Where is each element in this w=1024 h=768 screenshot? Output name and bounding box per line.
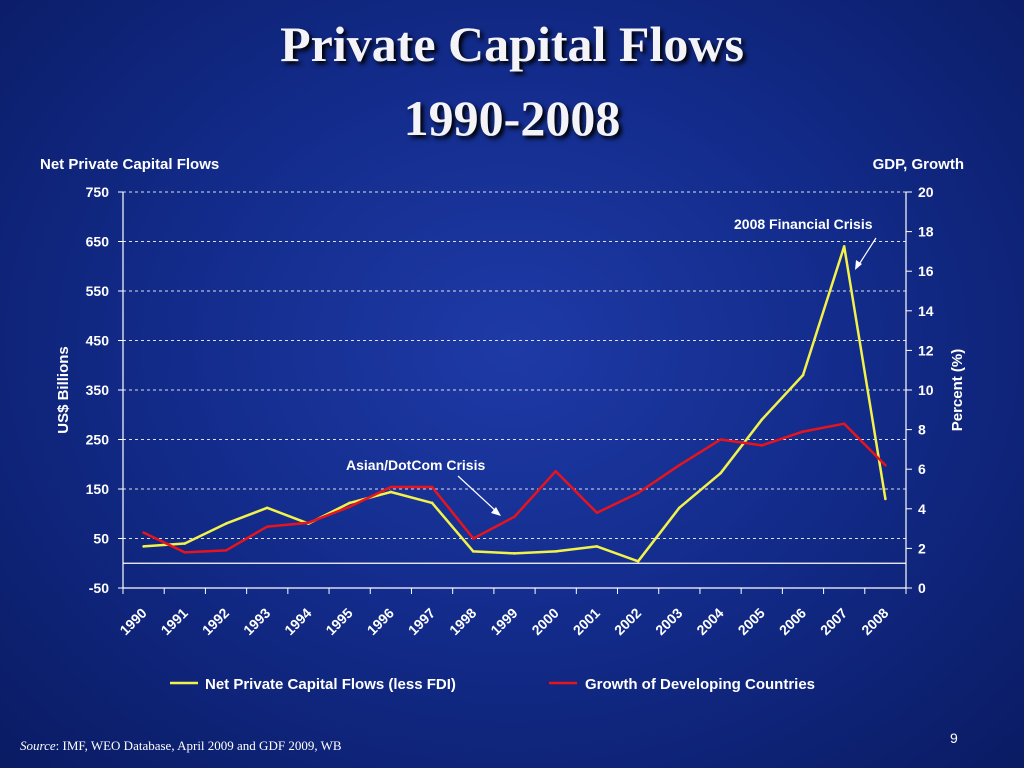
- y-tick-label: 650: [86, 234, 110, 250]
- point-growth: [265, 525, 269, 528]
- point-growth: [142, 531, 145, 534]
- y2-axis-label: Percent (%): [949, 349, 966, 432]
- left-axis-title: Net Private Capital Flows: [40, 156, 220, 173]
- y-tick-label: 250: [86, 432, 110, 448]
- point-capital-flows: [513, 552, 516, 555]
- right-axis-title: GDP, Growth: [872, 156, 964, 173]
- point-capital-flows: [471, 550, 475, 553]
- y-axis-label: US$ Billions: [55, 346, 72, 434]
- point-growth: [884, 463, 887, 467]
- x-tick-label: 1993: [240, 605, 273, 638]
- y-tick-label: 350: [86, 382, 110, 398]
- annotation-arrowhead: [855, 260, 862, 270]
- point-capital-flows: [224, 522, 228, 525]
- x-tick-label: 2003: [652, 605, 685, 638]
- point-growth: [842, 422, 846, 425]
- point-capital-flows: [595, 545, 599, 548]
- annotation-arrow-line: [457, 475, 498, 513]
- slide-subtitle: 1990-2008: [403, 90, 621, 146]
- point-growth: [307, 521, 310, 524]
- x-tick-label: 1996: [364, 605, 397, 638]
- point-growth: [513, 515, 516, 519]
- point-growth: [595, 511, 599, 515]
- series-line-growth: [143, 422, 887, 554]
- y2-tick-label: 8: [918, 422, 926, 438]
- y-tick-label: 450: [86, 333, 110, 349]
- y-tick-label: 150: [86, 481, 110, 497]
- point-capital-flows: [842, 245, 846, 248]
- point-growth: [636, 491, 640, 495]
- point-growth: [801, 430, 805, 433]
- x-tick-label: 2006: [776, 605, 809, 638]
- x-tick-label: 2001: [570, 605, 603, 638]
- y2-tick-label: 12: [918, 342, 934, 358]
- y2-tick-label: 2: [918, 540, 926, 556]
- x-tick-label: 1995: [322, 605, 355, 638]
- point-growth: [719, 438, 722, 441]
- point-growth: [183, 551, 187, 554]
- x-tick-label: 1990: [116, 605, 149, 638]
- point-growth: [471, 537, 475, 540]
- annotation-arrowhead: [491, 507, 501, 516]
- x-tick-label: 1991: [158, 605, 191, 638]
- y-tick-label: 50: [93, 531, 109, 547]
- x-tick-label: 2005: [735, 605, 768, 638]
- point-capital-flows: [348, 501, 351, 505]
- y-tick-label: -50: [89, 580, 109, 596]
- point-growth: [760, 444, 764, 447]
- x-tick-label: 1997: [405, 605, 438, 638]
- legend-label: Net Private Capital Flows (less FDI): [205, 676, 456, 693]
- point-capital-flows: [636, 559, 640, 563]
- y-tick-label: 750: [86, 184, 110, 200]
- y2-tick-label: 10: [918, 382, 934, 398]
- y2-tick-label: 20: [918, 184, 934, 200]
- series-line-capital-flows: [143, 245, 887, 563]
- y2-tick-label: 16: [918, 263, 934, 279]
- x-tick-label: 1999: [487, 605, 520, 638]
- source-text: : IMF, WEO Database, April 2009 and GDF …: [55, 738, 342, 753]
- point-capital-flows: [554, 550, 558, 553]
- point-capital-flows: [719, 471, 722, 475]
- y2-tick-label: 18: [918, 224, 934, 240]
- x-tick-label: 2004: [693, 605, 726, 638]
- y2-tick-label: 4: [918, 501, 926, 517]
- x-tick-label: 2002: [611, 605, 644, 638]
- point-capital-flows: [801, 373, 805, 377]
- slide-title: Private Capital Flows: [280, 16, 744, 72]
- source-note: Source: IMF, WEO Database, April 2009 an…: [20, 738, 342, 754]
- x-tick-label: 1992: [199, 605, 232, 638]
- point-capital-flows: [884, 497, 887, 501]
- x-tick-label: 2007: [817, 605, 850, 638]
- point-growth: [678, 463, 681, 467]
- source-label: Source: [20, 738, 56, 753]
- y2-tick-label: 0: [918, 580, 926, 596]
- point-capital-flows: [678, 506, 681, 510]
- point-growth: [224, 549, 228, 552]
- annotation-asian-crisis: Asian/DotCom Crisis: [346, 457, 485, 473]
- y-tick-label: 550: [86, 283, 110, 299]
- point-growth: [430, 485, 434, 489]
- annotation-financial-crisis: 2008 Financial Crisis: [734, 216, 873, 232]
- point-capital-flows: [389, 490, 393, 494]
- point-growth: [348, 505, 351, 509]
- point-capital-flows: [760, 418, 764, 422]
- y2-tick-label: 14: [918, 303, 934, 319]
- x-tick-label: 1998: [446, 605, 479, 638]
- legend-label: Growth of Developing Countries: [585, 676, 815, 693]
- point-capital-flows: [430, 501, 434, 505]
- point-growth: [554, 469, 558, 473]
- point-capital-flows: [183, 542, 187, 545]
- y2-tick-label: 6: [918, 461, 926, 477]
- annotation-arrow-line: [857, 237, 877, 267]
- x-tick-label: 1994: [281, 605, 314, 638]
- point-capital-flows: [142, 545, 145, 548]
- x-tick-label: 2008: [858, 605, 891, 638]
- page-number: 9: [950, 730, 958, 746]
- point-growth: [389, 485, 393, 489]
- x-tick-label: 2000: [528, 605, 561, 638]
- point-capital-flows: [265, 506, 269, 510]
